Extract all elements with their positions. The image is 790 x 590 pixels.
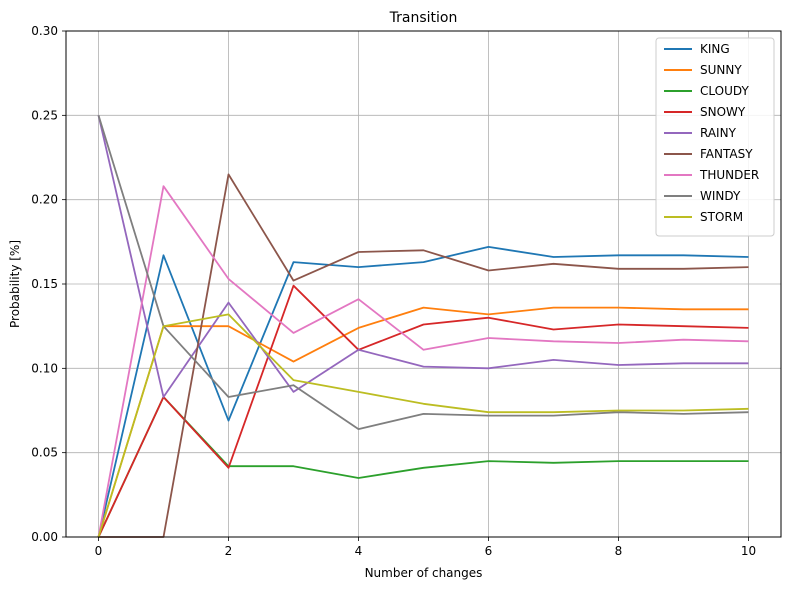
x-tick-label: 8	[615, 544, 623, 558]
series-line-storm	[97, 313, 749, 538]
axis-ticks: 0 2 4 6 8 10 0.00 0.05 0.10 0.15 0.20 0.25 0.30	[31, 24, 756, 558]
legend-label-fantasy: FANTASY	[700, 147, 753, 161]
legend-label-rainy: RAINY	[700, 126, 737, 140]
series-line-sunny	[97, 306, 749, 538]
legend-label-thunder: THUNDER	[699, 168, 759, 182]
x-tick-label: 0	[95, 544, 103, 558]
series-lines	[97, 115, 749, 538]
legend-label-sunny: SUNNY	[700, 63, 742, 77]
series-line-fantasy	[98, 173, 749, 538]
y-tick-label: 0.20	[31, 193, 58, 207]
x-tick-label: 2	[225, 544, 233, 558]
legend-label-cloudy: CLOUDY	[700, 84, 749, 98]
y-tick-label: 0.05	[31, 446, 58, 460]
legend: KING SUNNY CLOUDY SNOWY RAINY FANTASY THUNDER W…	[655, 37, 775, 237]
y-tick-label: 0.30	[31, 24, 58, 38]
series-line-snowy	[97, 284, 749, 538]
legend-label-king: KING	[700, 42, 730, 56]
legend-label-storm: STORM	[700, 210, 743, 224]
y-tick-label: 0.10	[31, 361, 58, 375]
series-line-rainy	[97, 115, 749, 398]
y-tick-label: 0.25	[31, 108, 58, 122]
legend-box	[655, 37, 775, 237]
series-line-windy	[97, 115, 749, 431]
series-line-thunder	[97, 185, 749, 538]
chart-title: Transition	[389, 10, 458, 26]
x-tick-label: 6	[485, 544, 493, 558]
y-tick-label: 0.00	[31, 530, 58, 544]
legend-label-windy: WINDY	[700, 189, 741, 203]
x-axis-title: Number of changes	[365, 566, 483, 580]
x-tick-label: 4	[355, 544, 363, 558]
series-line-king	[97, 245, 749, 538]
x-tick-label: 10	[741, 544, 756, 558]
y-tick-label: 0.15	[31, 277, 58, 291]
legend-label-snowy: SNOWY	[700, 105, 746, 119]
y-axis-title: Probability [%]	[8, 240, 22, 328]
